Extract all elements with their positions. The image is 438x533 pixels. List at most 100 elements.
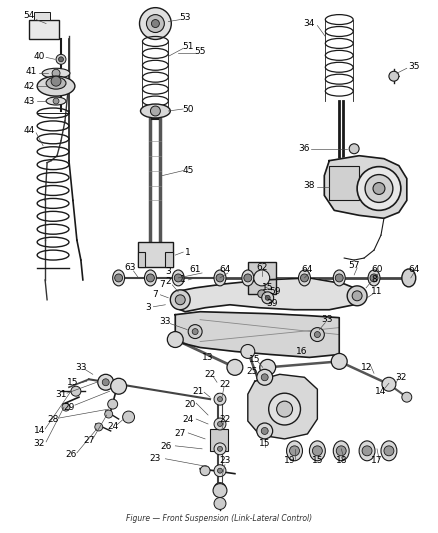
Circle shape: [277, 401, 293, 417]
Text: 7: 7: [159, 280, 165, 289]
Text: 13: 13: [202, 353, 214, 362]
Text: 12: 12: [361, 363, 373, 372]
Bar: [34, 12, 50, 20]
Text: 25: 25: [246, 367, 258, 376]
Circle shape: [347, 286, 367, 306]
Circle shape: [260, 359, 276, 375]
Circle shape: [244, 274, 252, 282]
Text: 1: 1: [185, 248, 191, 256]
Text: 18: 18: [336, 456, 347, 465]
Circle shape: [373, 182, 385, 195]
Text: 33: 33: [75, 363, 87, 372]
Text: 57: 57: [348, 261, 360, 270]
Circle shape: [254, 270, 270, 286]
Circle shape: [311, 328, 324, 342]
Circle shape: [265, 295, 270, 300]
Bar: [210, 429, 228, 451]
Circle shape: [51, 76, 61, 86]
Circle shape: [227, 359, 243, 375]
Text: 26: 26: [65, 450, 77, 459]
Ellipse shape: [42, 68, 70, 78]
Circle shape: [146, 14, 164, 33]
Circle shape: [59, 57, 64, 62]
Ellipse shape: [37, 76, 75, 96]
Text: 15: 15: [311, 456, 323, 465]
Circle shape: [314, 332, 320, 337]
Text: 27: 27: [83, 437, 95, 446]
Text: 15: 15: [262, 284, 273, 293]
Circle shape: [140, 7, 171, 39]
Ellipse shape: [381, 441, 397, 461]
Text: 27: 27: [175, 430, 186, 439]
Circle shape: [111, 378, 127, 394]
Ellipse shape: [141, 104, 170, 118]
Text: 55: 55: [194, 47, 206, 56]
Text: 33: 33: [159, 317, 171, 326]
Text: 54: 54: [24, 11, 35, 20]
Ellipse shape: [46, 77, 66, 89]
Text: 8: 8: [371, 276, 377, 285]
Circle shape: [370, 274, 378, 282]
Polygon shape: [175, 312, 339, 358]
Circle shape: [218, 397, 223, 402]
Text: 59: 59: [269, 287, 280, 296]
Text: 31: 31: [55, 390, 67, 399]
Ellipse shape: [333, 270, 345, 286]
Circle shape: [62, 403, 70, 411]
Text: 22: 22: [219, 379, 230, 389]
Text: 64: 64: [408, 265, 420, 274]
Circle shape: [123, 411, 134, 423]
Text: 15: 15: [259, 439, 270, 448]
Ellipse shape: [214, 270, 226, 286]
Text: 39: 39: [266, 299, 277, 308]
Bar: [29, 20, 59, 39]
Text: 15: 15: [249, 355, 261, 364]
Circle shape: [56, 54, 66, 64]
Ellipse shape: [145, 270, 156, 286]
Text: 38: 38: [304, 181, 315, 190]
Text: 19: 19: [284, 456, 295, 465]
Bar: [138, 242, 173, 267]
Circle shape: [214, 497, 226, 510]
Circle shape: [53, 98, 59, 104]
Circle shape: [357, 167, 401, 211]
Circle shape: [261, 374, 268, 381]
Circle shape: [150, 106, 160, 116]
Text: 23: 23: [219, 456, 231, 465]
Text: 35: 35: [408, 62, 420, 71]
Text: 32: 32: [33, 439, 45, 448]
Bar: [138, 252, 145, 267]
Ellipse shape: [242, 270, 254, 286]
Text: 2: 2: [166, 277, 171, 286]
Circle shape: [257, 369, 273, 385]
Circle shape: [362, 446, 372, 456]
Circle shape: [389, 71, 399, 81]
Circle shape: [174, 274, 182, 282]
Circle shape: [258, 290, 266, 298]
Ellipse shape: [309, 441, 325, 461]
Circle shape: [108, 399, 118, 409]
Circle shape: [214, 393, 226, 405]
Circle shape: [384, 446, 394, 456]
Ellipse shape: [333, 441, 349, 461]
Text: 7: 7: [152, 290, 158, 300]
Text: 63: 63: [125, 263, 136, 272]
Circle shape: [402, 392, 412, 402]
Polygon shape: [324, 156, 407, 219]
Text: Figure — Front Suspension (Link-Lateral Control): Figure — Front Suspension (Link-Lateral …: [126, 514, 312, 523]
Circle shape: [382, 377, 396, 391]
Text: 1: 1: [180, 276, 186, 285]
Ellipse shape: [368, 270, 380, 286]
Ellipse shape: [286, 441, 303, 461]
Text: 16: 16: [296, 347, 307, 356]
Text: 21: 21: [192, 387, 204, 395]
Circle shape: [188, 325, 202, 338]
Text: 22: 22: [219, 415, 230, 424]
Circle shape: [300, 274, 308, 282]
Bar: [329, 166, 359, 200]
Polygon shape: [248, 374, 318, 439]
Text: 40: 40: [33, 52, 45, 61]
Circle shape: [95, 423, 103, 431]
Circle shape: [336, 446, 346, 456]
Circle shape: [335, 274, 343, 282]
